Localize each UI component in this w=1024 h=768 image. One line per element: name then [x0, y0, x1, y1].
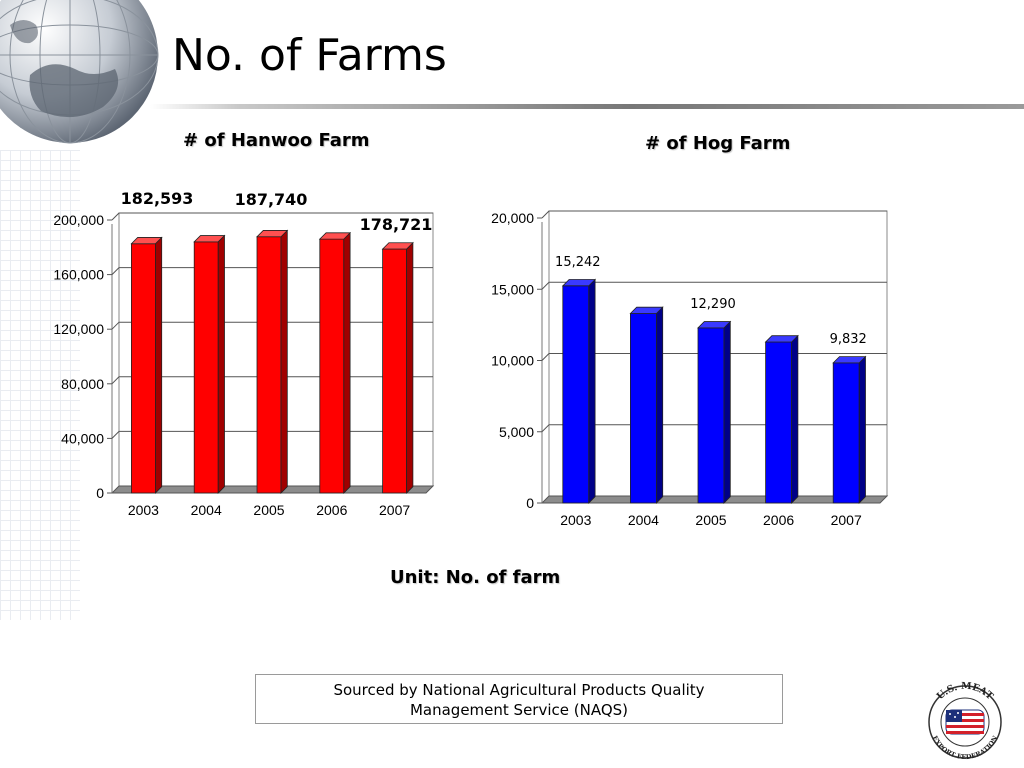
source-line-2: Management Service (NAQS) [409, 701, 629, 719]
hanwoo-x-tick-label: 2007 [379, 502, 410, 518]
hog-bar-front [697, 327, 725, 504]
hog-bar [629, 306, 664, 504]
hog-data-label: 15,242 [555, 255, 601, 270]
hanwoo-data-label: 178,721 [360, 215, 433, 234]
hanwoo-bar-front [319, 238, 345, 494]
hog-x-tick-label: 2007 [831, 512, 862, 528]
hog-data-label: 9,832 [830, 332, 867, 347]
globe-icon [0, 0, 159, 144]
hog-x-tick-label: 2006 [763, 512, 794, 528]
source-note-box: Sourced by National Agricultural Product… [255, 674, 783, 724]
hog-gridline [541, 281, 887, 290]
title-divider [150, 104, 1024, 109]
hanwoo-x-tick-label: 2006 [316, 502, 347, 518]
usmef-logo: U.S. MEAT EXPORT FEDERATION [928, 681, 1002, 760]
hanwoo-chart-title: # of Hanwoo Farm [183, 130, 370, 151]
hanwoo-y-tick-label: 80,000 [61, 376, 104, 392]
hanwoo-x-tick-label: 2005 [253, 502, 284, 518]
hanwoo-y-tick-label: 160,000 [53, 267, 104, 283]
hog-bar-front [765, 341, 792, 504]
hanwoo-bar-top [381, 242, 414, 250]
hanwoo-bar-top [193, 235, 226, 243]
unit-note: Unit: No. of farm [390, 567, 561, 588]
hog-y-tick-label: 20,000 [491, 210, 534, 226]
hog-x-tick-label: 2005 [695, 512, 726, 528]
hog-bar-top [697, 321, 732, 329]
hog-bar-top [764, 335, 799, 343]
hanwoo-bar-front [193, 241, 219, 494]
hog-data-label: 12,290 [690, 297, 736, 312]
hog-x-tick-label: 2003 [560, 512, 591, 528]
hog-y-tick-label: 0 [526, 495, 534, 511]
hanwoo-bar-top [318, 232, 352, 240]
hanwoo-bar-front [256, 236, 282, 494]
hog-y-tick-label: 15,000 [491, 281, 534, 297]
hog-bar [832, 355, 867, 504]
hog-bar-side [858, 355, 866, 504]
hanwoo-y-tick-label: 0 [96, 485, 104, 501]
hog-x-tick-label: 2004 [628, 512, 659, 528]
hanwoo-y-tick-label: 200,000 [53, 212, 104, 228]
hanwoo-y-tick-label: 40,000 [61, 430, 104, 446]
hog-bar [561, 278, 597, 504]
hog-bar-front [832, 362, 860, 504]
hanwoo-bar [256, 229, 289, 494]
hog-bar-front [630, 313, 657, 504]
hanwoo-y-tick-label: 120,000 [53, 321, 104, 337]
hanwoo-bar [130, 236, 163, 494]
hog-bar-side [723, 320, 731, 504]
hog-bar-side [791, 334, 799, 504]
hog-y-tick-label: 5,000 [499, 424, 534, 440]
hanwoo-bar [318, 231, 352, 494]
background-grid-pattern [0, 150, 80, 620]
hanwoo-gridline [111, 212, 433, 221]
hog-bar-front [562, 285, 590, 504]
hanwoo-bar-top [256, 230, 289, 238]
hanwoo-x-tick-label: 2004 [191, 502, 222, 518]
hanwoo-x-tick-label: 2003 [128, 502, 159, 518]
slide-title: No. of Farms [172, 30, 447, 81]
hog-chart-title: # of Hog Farm [645, 133, 791, 154]
hog-gridline [541, 210, 887, 219]
hanwoo-data-label: 182,593 [121, 189, 194, 208]
hog-bar-side [656, 306, 664, 504]
hog-bar-side [588, 278, 596, 504]
hog-y-tick-label: 10,000 [491, 353, 534, 369]
hog-bar-top [561, 279, 597, 287]
hog-bar [697, 320, 732, 504]
hanwoo-bar [381, 241, 414, 494]
source-line-1: Sourced by National Agricultural Product… [333, 681, 705, 699]
hog-bar-top [832, 356, 867, 364]
hanwoo-bar-front [382, 248, 408, 494]
hog-bar [764, 334, 799, 504]
hanwoo-bar [193, 234, 226, 494]
hanwoo-bar-top [130, 237, 163, 245]
hanwoo-data-label: 187,740 [235, 190, 308, 209]
hanwoo-bar-front [130, 243, 156, 494]
hog-bar-top [629, 306, 664, 314]
